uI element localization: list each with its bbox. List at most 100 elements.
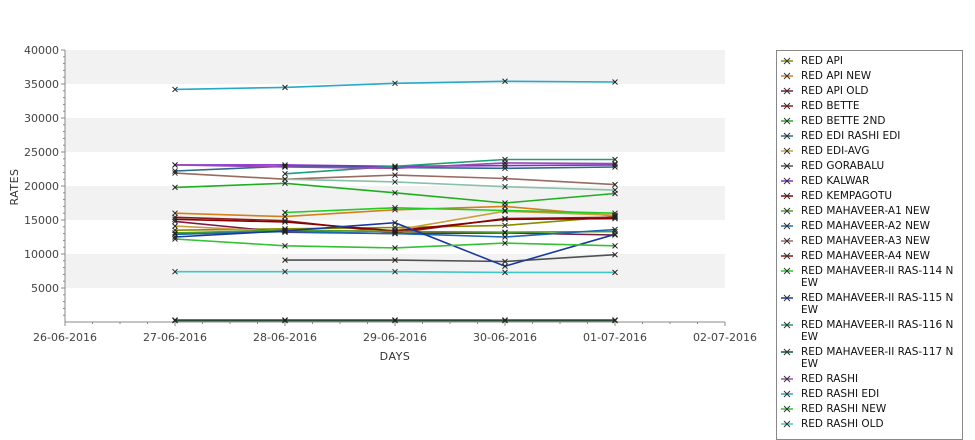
y-tick-label: 30000: [24, 112, 59, 125]
data-point: [392, 206, 398, 213]
series-line: [284, 178, 616, 191]
legend-item: RED MAHAVEER-A3 NEW: [777, 233, 962, 248]
data-point: [172, 218, 178, 225]
x-tick-label: 01-07-2016: [583, 331, 647, 344]
data-point: [502, 216, 508, 223]
legend-swatch-icon: [781, 117, 793, 124]
legend-swatch-icon: [781, 192, 793, 199]
data-point: [172, 223, 178, 229]
data-point: [172, 234, 178, 240]
data-point: [172, 210, 178, 217]
data-point: [502, 317, 508, 323]
legend-item: RED BETTE: [777, 98, 962, 113]
data-point: [282, 170, 288, 177]
data-point: [612, 181, 618, 188]
data-point: [172, 230, 178, 236]
legend-swatch-icon: [781, 267, 793, 274]
data-point: [172, 86, 178, 93]
data-point: [392, 230, 398, 237]
legend-swatch-icon: [781, 294, 793, 301]
data-point: [392, 163, 398, 170]
legend-label: RED KALWAR: [801, 174, 870, 187]
legend-item: RED RASHI OLD: [777, 416, 962, 431]
data-point: [172, 214, 178, 221]
legend-swatch-icon: [781, 132, 793, 139]
legend-label: RED EDI RASHI EDI: [801, 129, 901, 142]
data-point: [392, 204, 398, 211]
data-point: [392, 189, 398, 196]
legend-item: RED RASHI NEW: [777, 401, 962, 416]
legend-swatch-icon: [781, 390, 793, 397]
legend-label: RED MAHAVEER-II RAS-116 NEW: [801, 318, 954, 343]
legend-swatch-icon: [781, 177, 793, 184]
x-tick-label: 28-06-2016: [253, 331, 317, 344]
legend-label: RED API: [801, 54, 843, 67]
data-point: [282, 213, 288, 220]
data-point: [172, 170, 178, 176]
legend-swatch-icon: [781, 348, 793, 355]
x-tick-label: 30-06-2016: [473, 331, 537, 344]
legend-label: RED MAHAVEER-A4 NEW: [801, 249, 930, 262]
data-point: [502, 234, 508, 240]
legend-item: RED MAHAVEER-A1 NEW: [777, 203, 962, 218]
data-point: [392, 257, 398, 263]
data-point: [612, 156, 618, 163]
data-point: [392, 245, 398, 251]
data-point: [172, 184, 178, 191]
x-tick-label: 27-06-2016: [143, 331, 207, 344]
legend-swatch-icon: [781, 207, 793, 214]
data-point: [612, 210, 618, 217]
legend-list: RED API RED API NEW RED API OLD RED BETTE RE…: [777, 51, 962, 431]
grid-band: [65, 220, 725, 254]
legend-item: RED MAHAVEER-II RAS-114 NEW: [777, 263, 962, 290]
legend-label: RED RASHI NEW: [801, 402, 887, 415]
legend-label: RED MAHAVEER-A3 NEW: [801, 234, 930, 247]
data-point: [392, 165, 398, 172]
data-point: [612, 317, 618, 323]
data-point: [282, 84, 288, 91]
data-point: [392, 80, 398, 87]
line-chart: 500010000150002000025000300003500040000 …: [8, 44, 757, 363]
x-axis-ticks: 26-06-2016 27-06-2016 28-06-2016 29-06-2016…: [33, 322, 757, 344]
data-point: [502, 183, 508, 190]
data-point: [612, 160, 618, 167]
legend-swatch-icon: [781, 87, 793, 94]
legend-swatch-icon: [781, 162, 793, 169]
series-points: [172, 78, 618, 324]
data-point: [282, 164, 288, 170]
legend-swatch-icon: [781, 102, 793, 109]
legend-swatch-icon: [781, 72, 793, 79]
legend-item: RED RASHI: [777, 371, 962, 386]
x-tick-label: 26-06-2016: [33, 331, 97, 344]
legend: RED API RED API NEW RED API OLD RED BETTE RE…: [776, 50, 963, 440]
data-point: [392, 228, 398, 235]
legend-swatch-icon: [781, 237, 793, 244]
y-tick-label: 25000: [24, 146, 59, 159]
data-point: [282, 217, 288, 224]
legend-label: RED MAHAVEER-A2 NEW: [801, 219, 930, 232]
legend-item: RED API OLD: [777, 83, 962, 98]
legend-label: RED API NEW: [801, 69, 872, 82]
legend-label: RED KEMPAGOTU: [801, 189, 893, 202]
data-point: [392, 219, 398, 226]
data-point: [282, 209, 288, 216]
legend-label: RED GORABALU: [801, 159, 885, 172]
legend-label: RED MAHAVEER-A1 NEW: [801, 204, 930, 217]
legend-item: RED EDI RASHI EDI: [777, 128, 962, 143]
legend-item: RED MAHAVEER-II RAS-115 NEW: [777, 290, 962, 317]
plot-background-bands: [65, 50, 725, 322]
data-point: [172, 168, 178, 174]
legend-item: RED KALWAR: [777, 173, 962, 188]
y-tick-label: 40000: [24, 44, 59, 57]
y-tick-label: 10000: [24, 248, 59, 261]
data-point: [282, 228, 288, 234]
legend-item: RED BETTE 2ND: [777, 113, 962, 128]
x-tick-label: 02-07-2016: [693, 331, 757, 344]
grid-band: [65, 50, 725, 84]
legend-item: RED EDI-AVG: [777, 143, 962, 158]
data-point: [392, 172, 398, 178]
series-line: [285, 253, 616, 263]
y-tick-label: 20000: [24, 180, 59, 193]
legend-label: RED RASHI EDI: [801, 387, 880, 400]
legend-item: RED MAHAVEER-II RAS-116 NEW: [777, 317, 962, 344]
